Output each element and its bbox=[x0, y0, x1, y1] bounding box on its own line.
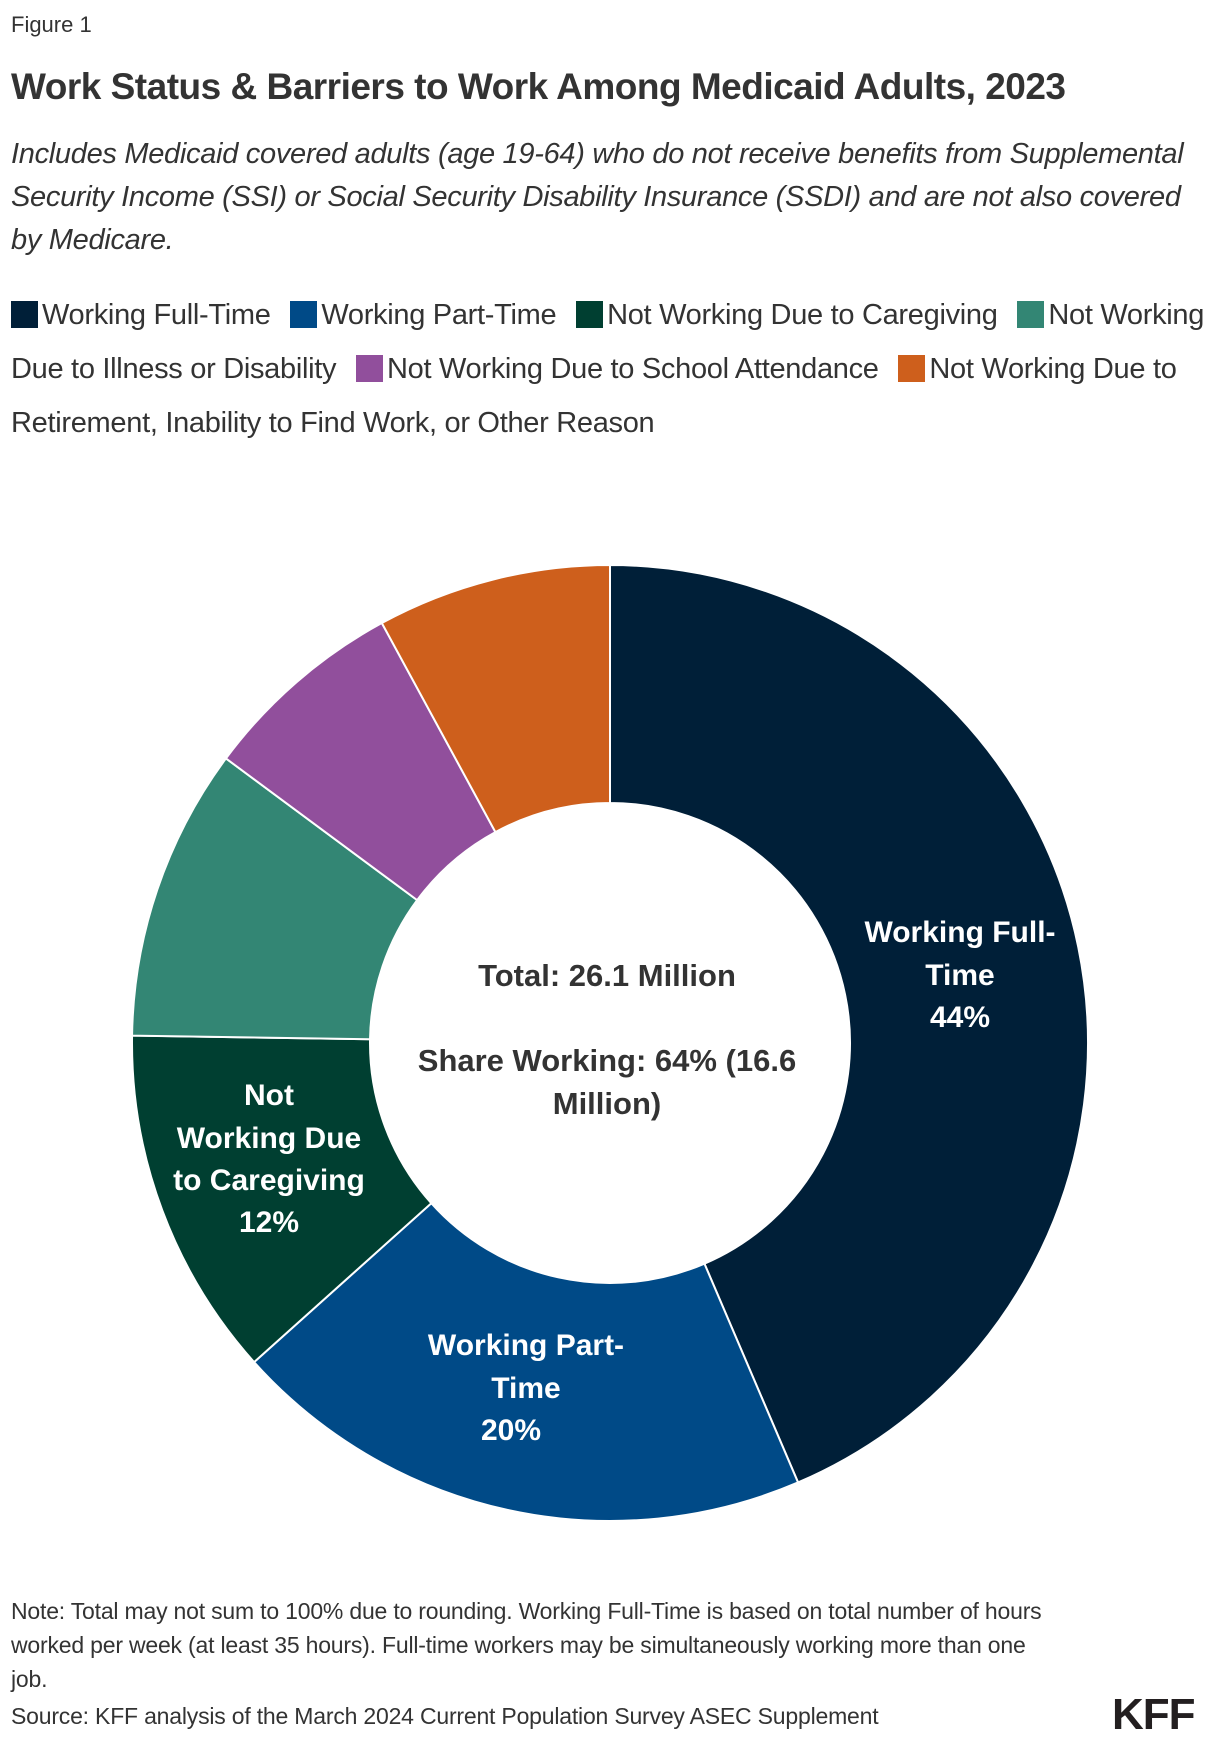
slice-label-line: Working Full- bbox=[864, 916, 1055, 949]
swatch-icon bbox=[356, 355, 383, 382]
slice-label-line: Time bbox=[491, 1372, 560, 1405]
center-annotation: Total: 26.1 Million Share Working: 64% (… bbox=[418, 958, 796, 1121]
slice-working-part-time[interactable] bbox=[252, 1201, 800, 1522]
swatch-icon bbox=[1017, 301, 1045, 328]
slice-label-value: 44% bbox=[930, 1001, 990, 1034]
legend-label: Not Working Due to Illness or Disability bbox=[11, 299, 1205, 385]
figure-label: Figure 1 bbox=[11, 12, 92, 37]
donut-slices bbox=[131, 563, 1089, 1522]
slice-label-value: 12% bbox=[239, 1206, 299, 1239]
slice-label-line: Time bbox=[925, 959, 994, 992]
chart-subtitle: Includes Medicaid covered adults (age 19… bbox=[11, 138, 1184, 256]
legend-label: Working Part-Time bbox=[321, 299, 557, 331]
slice-label-part-time: Working Part- Time 20% bbox=[428, 1329, 624, 1447]
donut-chart: Total: 26.1 Million Share Working: 64% (… bbox=[131, 563, 1089, 1522]
slice-not-working-due-to-retirement-inability-to-find-work-or-other-reason[interactable] bbox=[380, 563, 611, 834]
swatch-icon bbox=[290, 301, 318, 328]
legend-item-illness[interactable]: Not Working Due to Illness or Disability bbox=[11, 299, 1204, 385]
slice-label-line: Working Due bbox=[177, 1122, 361, 1155]
slice-not-working-due-to-caregiving[interactable] bbox=[131, 1034, 433, 1364]
legend-item-caregiving[interactable]: Not Working Due to Caregiving bbox=[576, 299, 998, 331]
swatch-icon bbox=[576, 301, 604, 328]
center-total: Total: 26.1 Million bbox=[478, 958, 736, 993]
slice-label-caregiving: Not Working Due to Caregiving 12% bbox=[173, 1079, 365, 1239]
swatch-icon bbox=[11, 301, 38, 328]
chart-note: Note: Total may not sum to 100% due to r… bbox=[11, 1598, 1042, 1692]
center-share-line2: Million) bbox=[553, 1086, 661, 1121]
swatch-icon bbox=[898, 355, 926, 382]
slice-label-full-time: Working Full- Time 44% bbox=[864, 916, 1055, 1034]
kff-logo: KFF bbox=[1112, 1690, 1196, 1739]
legend-item-school[interactable]: Not Working Due to School Attendance bbox=[356, 353, 879, 385]
legend-item-other[interactable]: Not Working Due to Retirement, Inability… bbox=[11, 353, 1177, 439]
legend-label: Not Working Due to Caregiving bbox=[607, 299, 998, 331]
legend-label: Working Full-Time bbox=[42, 299, 271, 331]
legend-label: Not Working Due to School Attendance bbox=[387, 353, 879, 385]
slice-not-working-due-to-illness-or-disability[interactable] bbox=[131, 757, 419, 1041]
chart-title: Work Status & Barriers to Work Among Med… bbox=[11, 66, 1066, 107]
slice-label-value: 20% bbox=[481, 1414, 541, 1447]
slice-label-line: Not bbox=[244, 1079, 294, 1112]
slice-working-full-time[interactable] bbox=[609, 563, 1089, 1484]
center-share-line1: Share Working: 64% (16.6 bbox=[418, 1043, 796, 1078]
legend-item-full-time[interactable]: Working Full-Time bbox=[11, 299, 271, 331]
legend: Working Full-Time Working Part-Time Not … bbox=[11, 288, 1206, 450]
chart-source: Source: KFF analysis of the March 2024 C… bbox=[11, 1703, 879, 1729]
slice-label-line: Working Part- bbox=[428, 1329, 624, 1362]
slice-label-line: to Caregiving bbox=[173, 1164, 365, 1197]
legend-label: Not Working Due to Retirement, Inability… bbox=[11, 353, 1177, 439]
legend-item-part-time[interactable]: Working Part-Time bbox=[290, 299, 557, 331]
